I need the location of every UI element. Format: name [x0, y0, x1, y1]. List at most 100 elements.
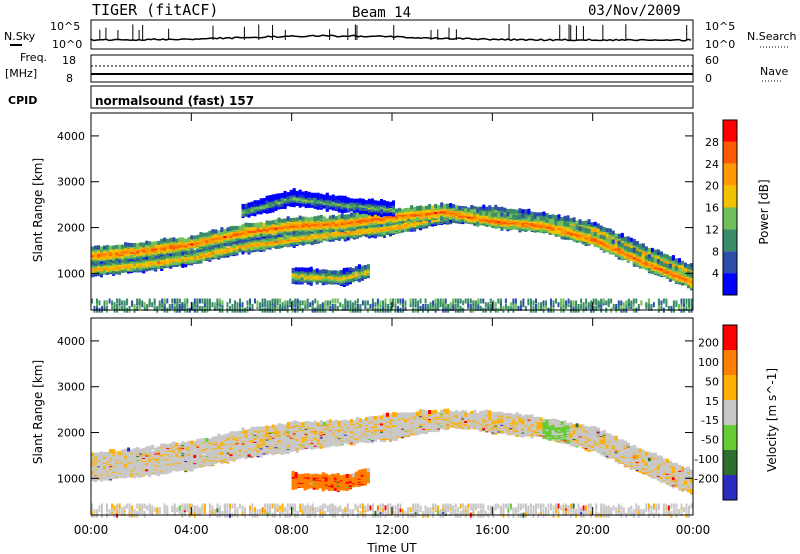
scatter-cell	[157, 240, 161, 245]
scatter-cell	[166, 253, 170, 258]
noise-tick-low-right: 10^0	[705, 38, 735, 51]
scatter-cell	[641, 254, 645, 259]
scatter-cell	[554, 227, 558, 232]
scatter-cell	[581, 221, 585, 225]
scatter-cell	[256, 200, 260, 205]
scatter-cell	[274, 219, 278, 224]
scatter-cell	[364, 216, 368, 221]
scatter-cell	[536, 214, 540, 219]
nave-tick-high: 60	[705, 54, 719, 67]
cpid-label: CPID	[8, 94, 37, 107]
scatter-cell	[608, 238, 612, 243]
scatter-cell	[563, 215, 567, 220]
scatter-cell	[551, 214, 555, 219]
noise-tick-high-left: 10^5	[50, 20, 80, 33]
scatter-cell	[653, 252, 657, 257]
scatter-cell	[154, 241, 158, 246]
scatter-cell	[259, 198, 263, 203]
scatter-cell	[548, 214, 552, 219]
scatter-cell	[178, 252, 182, 257]
scatter-cell	[112, 256, 116, 261]
scatter-cell	[545, 213, 549, 217]
scatter-cell	[325, 192, 329, 197]
scatter-cell	[656, 254, 660, 259]
scatter-cell	[605, 233, 609, 238]
scatter-cell	[292, 217, 296, 222]
scatter-cell	[542, 216, 546, 221]
scatter-cell	[611, 239, 615, 244]
scatter-cell	[199, 232, 203, 236]
scatter-cell	[476, 208, 480, 213]
scatter-cell	[515, 209, 519, 214]
scatter-cell	[419, 205, 423, 210]
scatter-cell	[106, 263, 109, 267]
scatter-cell	[659, 271, 663, 276]
scatter-cell	[250, 201, 254, 206]
scatter-cell	[632, 238, 636, 243]
scatter-cell	[557, 214, 561, 219]
scatter-cell	[184, 238, 188, 243]
scatter-cell	[106, 244, 109, 249]
scatter-cell	[644, 246, 648, 251]
scatter-cell	[256, 222, 260, 227]
scatter-cell	[662, 263, 666, 268]
scatter-cell	[674, 258, 678, 263]
scatter-cell	[142, 242, 146, 247]
scatter-cell	[247, 236, 251, 240]
scatter-cell	[668, 256, 672, 261]
scatter-cell	[220, 227, 224, 232]
scatter-cell	[503, 214, 507, 219]
scatter-cell	[656, 266, 660, 271]
freq-tick-high: 18	[62, 54, 76, 67]
scatter-cell	[524, 214, 528, 219]
scatter-cell	[103, 252, 106, 257]
scatter-cell	[118, 244, 122, 249]
cpid-panel: CPID normalsound (fast) 157	[8, 85, 694, 109]
scatter-cell	[187, 237, 191, 241]
scatter-cell	[527, 208, 531, 213]
scatter-cell	[334, 216, 338, 221]
scatter-cell	[449, 203, 453, 208]
scatter-cell	[205, 232, 209, 237]
scatter-cell	[623, 236, 627, 241]
scatter-cell	[410, 205, 414, 210]
scatter-cell	[181, 237, 185, 242]
scatter-cell	[250, 236, 254, 241]
scatter-cell	[446, 203, 450, 208]
scatter-cell	[241, 204, 245, 208]
cpid-text: normalsound (fast) 157	[95, 94, 254, 108]
scatter-cell	[506, 208, 510, 213]
scatter-cell	[551, 219, 555, 224]
scatter-cell	[557, 221, 561, 226]
freq-unit-label: [MHz]	[5, 67, 37, 80]
scatter-cell	[617, 240, 621, 245]
scatter-cell	[229, 226, 233, 231]
scatter-cell	[614, 243, 618, 248]
scatter-cell	[641, 243, 645, 248]
scatter-cell	[599, 239, 603, 244]
scatter-cell	[262, 222, 266, 227]
scatter-cell	[500, 206, 504, 211]
scatter-cell	[494, 207, 498, 212]
scatter-cell	[277, 193, 281, 198]
scatter-cell	[575, 220, 579, 225]
scatter-cell	[557, 224, 561, 229]
scatter-cell	[241, 224, 245, 229]
scatter-cell	[473, 208, 477, 213]
scatter-cell	[175, 251, 179, 256]
scatter-cell	[518, 213, 522, 218]
scatter-cell	[431, 222, 435, 227]
scatter-cell	[238, 247, 242, 252]
scatter-cell	[485, 211, 489, 216]
scatter-cell	[301, 191, 305, 196]
scatter-cell	[175, 238, 179, 243]
scatter-cell	[602, 226, 606, 231]
scatter-cell	[271, 194, 275, 199]
scatter-cell	[524, 209, 528, 214]
scatter-cell	[289, 218, 293, 222]
scatter-cell	[671, 266, 675, 271]
scatter-cell	[653, 249, 657, 254]
scatter-cell	[536, 212, 540, 217]
scatter-cell	[313, 192, 317, 197]
scatter-cell	[301, 216, 305, 221]
